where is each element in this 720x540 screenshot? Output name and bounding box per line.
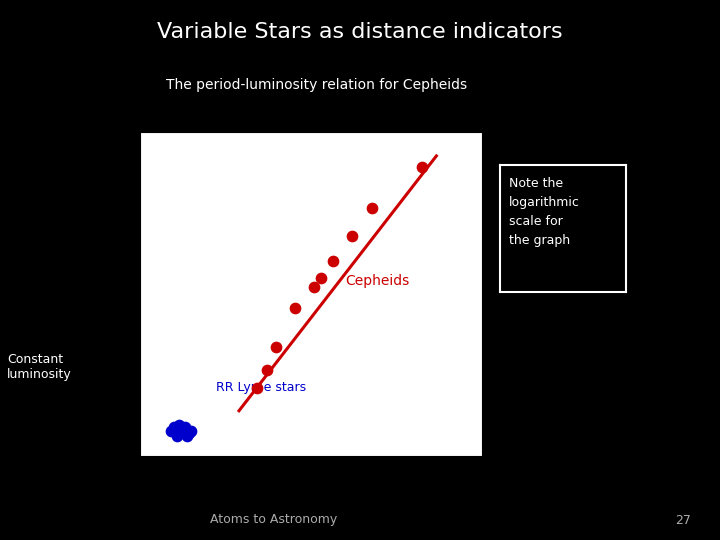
Text: The period-luminosity relation for Cepheids: The period-luminosity relation for Cephe… <box>166 78 467 92</box>
Point <box>174 429 186 437</box>
Point <box>328 256 339 265</box>
Point <box>173 420 184 429</box>
Point <box>183 429 194 437</box>
Point <box>315 274 327 282</box>
Point <box>171 432 182 441</box>
Text: Constant
luminosity: Constant luminosity <box>7 353 72 381</box>
Point <box>346 232 358 241</box>
Point <box>366 204 377 212</box>
Text: $10^{4}$: $10^{4}$ <box>111 172 134 189</box>
Point <box>251 383 263 392</box>
Point <box>289 304 301 313</box>
X-axis label: period  (days): period (days) <box>263 484 360 498</box>
Text: $10^{2}$: $10^{2}$ <box>111 416 134 433</box>
Text: Atoms to Astronomy: Atoms to Astronomy <box>210 514 337 526</box>
Text: RR Lyrae stars: RR Lyrae stars <box>216 381 306 395</box>
Point <box>261 366 273 374</box>
Point <box>181 432 193 441</box>
Point <box>165 427 176 436</box>
Point <box>168 423 179 431</box>
Point <box>308 282 320 291</box>
Point <box>180 423 192 431</box>
Text: Variable Stars as distance indicators: Variable Stars as distance indicators <box>157 22 563 42</box>
Point <box>185 427 197 436</box>
Text: Note the
logarithmic
scale for
the graph: Note the logarithmic scale for the graph <box>509 177 580 247</box>
Y-axis label: luminosity ($L_{sun}$): luminosity ($L_{sun}$) <box>108 243 125 346</box>
Point <box>177 426 189 435</box>
Point <box>270 343 282 352</box>
Text: Cepheids: Cepheids <box>346 274 410 288</box>
Text: $10^{3}$: $10^{3}$ <box>111 294 134 311</box>
Text: 27: 27 <box>675 514 691 526</box>
Point <box>416 163 428 171</box>
